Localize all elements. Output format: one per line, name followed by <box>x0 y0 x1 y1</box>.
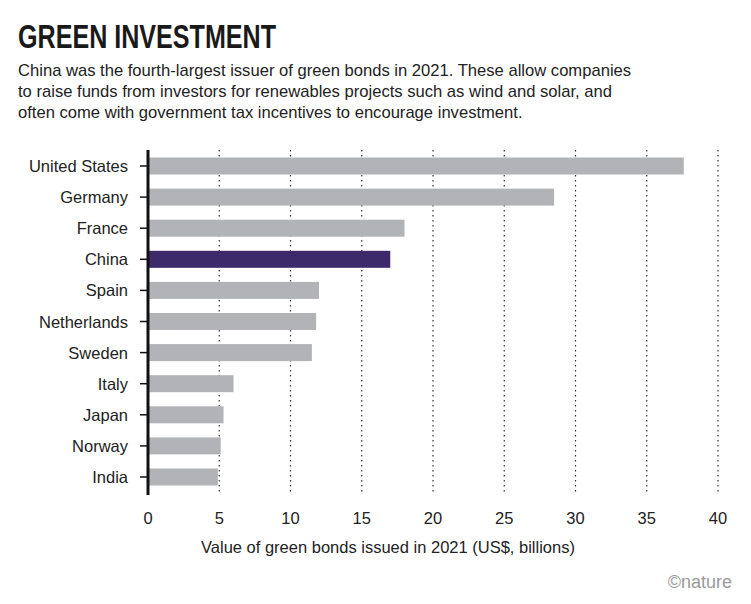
y-tick-label: Germany <box>60 188 129 206</box>
bar <box>148 158 684 175</box>
x-axis-label: Value of green bonds issued in 2021 (US$… <box>201 538 575 556</box>
subtitle: China was the fourth-largest issuer of g… <box>18 61 631 80</box>
y-tick-label: Spain <box>86 281 128 299</box>
grid-line <box>717 150 718 495</box>
grid-line <box>575 150 576 495</box>
x-tick-label: 5 <box>215 509 224 527</box>
bar <box>148 437 221 454</box>
bar <box>148 313 316 330</box>
y-tick-label: Netherlands <box>39 313 128 331</box>
x-tick-label: 35 <box>638 509 656 527</box>
bar <box>148 282 319 299</box>
y-tick-label: United States <box>29 157 128 175</box>
y-tick-label: Norway <box>72 437 129 455</box>
x-tick-label: 20 <box>424 509 442 527</box>
x-tick-label: 15 <box>353 509 371 527</box>
x-tick-label: 30 <box>566 509 584 527</box>
y-tick-label: Japan <box>83 406 128 424</box>
subtitle: often come with government tax incentive… <box>18 103 523 122</box>
bar <box>148 375 234 392</box>
bar <box>148 406 224 423</box>
y-tick-label: France <box>77 219 128 237</box>
credit: ©nature <box>668 572 732 592</box>
y-tick-label: India <box>92 468 129 486</box>
x-tick-label: 40 <box>709 509 727 527</box>
bar <box>148 189 554 206</box>
x-tick-label: 25 <box>495 509 513 527</box>
bar <box>148 251 390 268</box>
y-axis-line <box>147 150 150 495</box>
x-tick-label: 0 <box>143 509 152 527</box>
y-tick-label: Italy <box>98 375 129 393</box>
bar <box>148 344 312 361</box>
y-tick-label: China <box>85 250 129 268</box>
grid-line <box>646 150 647 495</box>
subtitle: to raise funds from investors for renewa… <box>18 82 612 101</box>
y-tick-label: Sweden <box>68 344 128 362</box>
x-tick-label: 10 <box>281 509 299 527</box>
title: GREEN INVESTMENT <box>18 17 276 55</box>
page: {"chart_data": { "type": "bar", "orienta… <box>0 0 751 604</box>
bars <box>148 158 684 486</box>
bar <box>148 469 218 486</box>
bar <box>148 220 405 237</box>
chart: GREEN INVESTMENT China was the fourth-lar… <box>0 0 751 604</box>
